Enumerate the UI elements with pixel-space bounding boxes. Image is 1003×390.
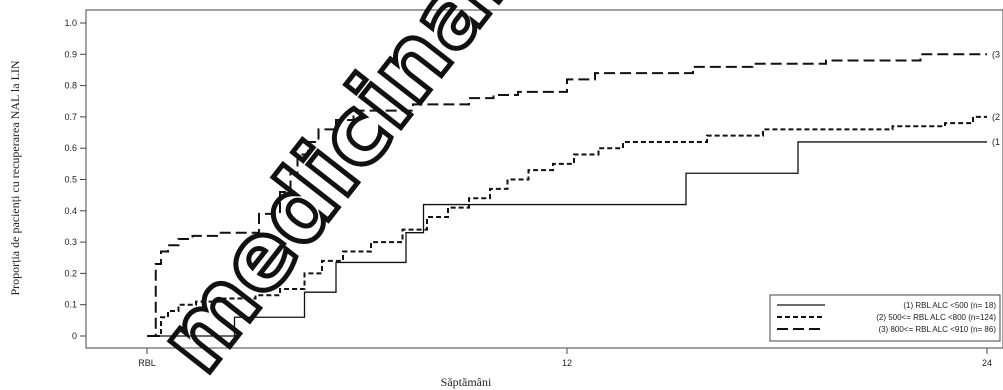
series-2-point xyxy=(972,116,973,117)
series-2-point xyxy=(892,126,893,127)
y-tick-label: 1.0 xyxy=(64,18,77,28)
y-tick-label: 0 xyxy=(72,331,77,341)
y-tick-label: 0.2 xyxy=(64,268,77,278)
series-line-1 xyxy=(147,141,987,337)
legend: (1) RBL ALC <500 (n= 18) (2) 500<= RBL AL… xyxy=(769,294,1001,342)
y-tick-label: 0.1 xyxy=(64,300,77,310)
series-end-labels: (1 (2 (3 xyxy=(992,49,1000,147)
series-3-point xyxy=(986,54,987,55)
series-3-point xyxy=(692,66,693,67)
series-1-point xyxy=(423,204,424,205)
series-3-point xyxy=(619,72,620,73)
series-3-point xyxy=(192,235,193,236)
series-3-point xyxy=(920,54,921,55)
series-3-point xyxy=(167,245,168,246)
series-2-point xyxy=(944,123,945,124)
series-2-point xyxy=(528,170,529,171)
series-lines xyxy=(146,53,987,337)
y-tick-label: 0.5 xyxy=(64,175,77,185)
series-3-point xyxy=(493,94,494,95)
series-3-point xyxy=(825,60,826,61)
watermark-text: medicinal nu mai xyxy=(138,0,767,390)
series-1-point xyxy=(335,262,336,263)
series-3-point xyxy=(146,335,147,336)
series-3-point xyxy=(594,72,595,73)
series-2-point xyxy=(552,163,553,164)
y-tick-label: 0.3 xyxy=(64,237,77,247)
y-axis-label: Proporția de pacienți cu recuperarea NAL… xyxy=(8,60,22,295)
series-2-point xyxy=(573,154,574,155)
series-2-point xyxy=(507,179,508,180)
series-1-point xyxy=(405,232,406,233)
x-axis: RBL 12 24 xyxy=(138,348,992,368)
x-tick-label: 12 xyxy=(562,358,572,368)
series-2-point xyxy=(342,251,343,252)
series-2-point xyxy=(426,216,427,217)
series-1-point xyxy=(797,141,798,142)
series-3-point xyxy=(160,251,161,252)
y-axis: 0 0.1 0.2 0.3 0.4 0.5 0.6 0.7 0.8 0.9 1.0 xyxy=(64,18,86,341)
series-end-label-1: (1 xyxy=(992,137,1000,147)
series-2-point xyxy=(762,129,763,130)
x-tick-label: RBL xyxy=(138,358,156,368)
series-2-point xyxy=(706,135,707,136)
series-2-point xyxy=(598,148,599,149)
legend-box xyxy=(769,294,1001,342)
series-2-point xyxy=(622,141,623,142)
x-axis-label: Săptămâni xyxy=(441,375,492,389)
y-tick-label: 0.9 xyxy=(64,49,77,59)
series-2-point xyxy=(447,207,448,208)
series-3-point xyxy=(566,79,567,80)
series-3-point xyxy=(155,263,156,264)
series-1-point xyxy=(304,292,305,293)
series-2-point xyxy=(986,116,987,117)
series-3-point xyxy=(178,238,179,239)
series-end-label-2: (2 xyxy=(992,112,1000,122)
series-2-point xyxy=(370,242,371,243)
legend-label-1: (1) RBL ALC <500 (n= 18) xyxy=(903,301,996,310)
legend-label-3: (3) 800<= RBL ALC <910 (n= 86) xyxy=(878,325,996,334)
series-end-label-3: (3 xyxy=(992,49,1000,59)
y-tick-label: 0.7 xyxy=(64,112,77,122)
series-2-point xyxy=(489,188,490,189)
y-tick-label: 0.6 xyxy=(64,143,77,153)
series-2-point xyxy=(647,141,648,142)
series-2-point xyxy=(468,198,469,199)
x-tick-label: 24 xyxy=(982,358,992,368)
series-1-point xyxy=(986,141,987,142)
series-1-point xyxy=(685,173,686,174)
series-3-point xyxy=(517,91,518,92)
series-3-point xyxy=(752,63,753,64)
legend-label-2: (2) 500<= RBL ALC <800 (n=124) xyxy=(876,313,996,322)
series-line-3 xyxy=(147,53,987,337)
series-line-2 xyxy=(147,115,987,337)
y-tick-label: 0.8 xyxy=(64,81,77,91)
series-2-point xyxy=(402,229,403,230)
series-3-point xyxy=(468,98,469,99)
series-2-point xyxy=(829,129,830,130)
y-tick-label: 0.4 xyxy=(64,206,77,216)
